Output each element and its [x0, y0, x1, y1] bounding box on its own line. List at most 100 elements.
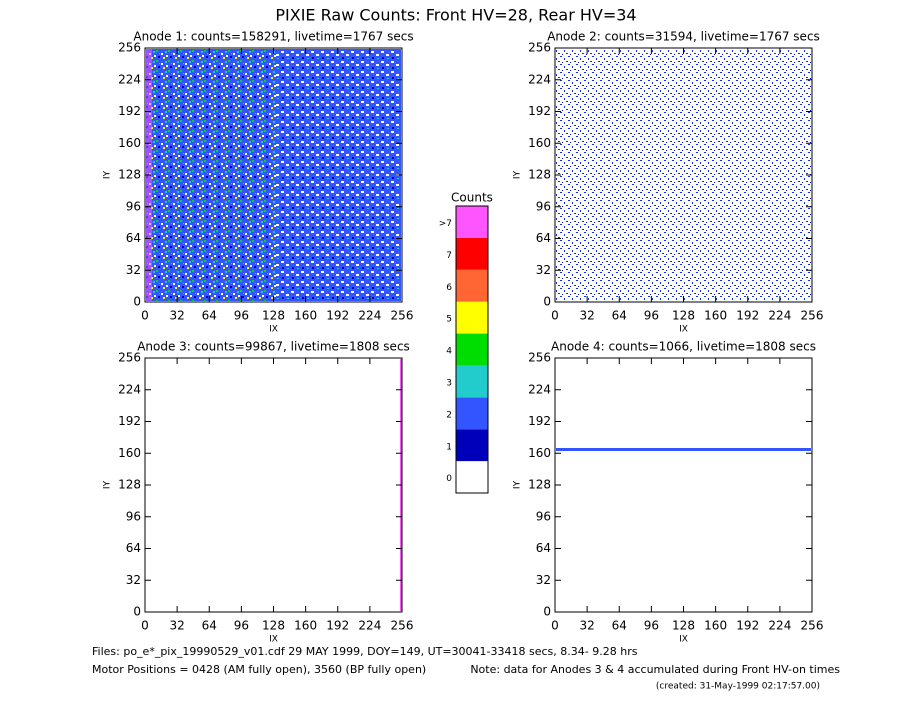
y-tick-label: 96 — [536, 199, 551, 213]
x-tick-label: 192 — [736, 309, 759, 323]
y-axis-label: IY — [103, 480, 113, 489]
x-tick-label: 32 — [579, 619, 594, 633]
colorbar-swatch — [456, 301, 488, 334]
y-tick-label: 192 — [118, 104, 141, 118]
x-tick-label: 192 — [326, 619, 349, 633]
x-axis-label: IX — [269, 635, 278, 645]
x-tick-label: 128 — [262, 309, 285, 323]
footer-note: Note: data for Anodes 3 & 4 accumulated … — [470, 663, 840, 676]
x-tick-label: 128 — [672, 309, 695, 323]
y-tick-label: 256 — [118, 41, 141, 55]
y-tick-label: 160 — [118, 446, 141, 460]
footer-created: (created: 31-May-1999 02:17:57.00) — [656, 682, 820, 692]
colorbar-label: 2 — [446, 410, 452, 420]
y-tick-label: 128 — [118, 168, 141, 182]
heatmap-texture — [146, 49, 276, 301]
y-tick-label: 32 — [536, 263, 551, 277]
y-tick-label: 128 — [118, 478, 141, 492]
colorbar-label: 7 — [446, 251, 452, 261]
x-tick-label: 96 — [644, 619, 659, 633]
plot-frame — [554, 357, 813, 613]
y-tick-label: 64 — [126, 541, 141, 555]
x-tick-label: 192 — [736, 619, 759, 633]
y-tick-label: 192 — [528, 104, 551, 118]
heatmap-texture — [556, 49, 811, 301]
y-tick-label: 32 — [536, 573, 551, 587]
y-tick-label: 32 — [126, 263, 141, 277]
colorbar-swatch — [456, 397, 488, 430]
y-axis-label: IY — [103, 170, 113, 179]
x-tick-label: 96 — [234, 619, 249, 633]
x-tick-label: 224 — [358, 619, 381, 633]
y-axis-label: IY — [513, 170, 523, 179]
x-tick-label: 64 — [612, 619, 627, 633]
colorbar-label: 1 — [446, 442, 452, 452]
footer-files: Files: po_e*_pix_19990529_v01.cdf 29 MAY… — [92, 645, 638, 658]
y-tick-label: 224 — [118, 72, 141, 86]
x-tick-label: 32 — [169, 309, 184, 323]
x-axis-label: IX — [269, 325, 278, 335]
y-tick-label: 256 — [528, 351, 551, 365]
y-tick-label: 0 — [133, 605, 141, 619]
y-tick-label: 160 — [528, 136, 551, 150]
x-tick-label: 64 — [202, 619, 217, 633]
x-tick-label: 32 — [579, 309, 594, 323]
y-tick-label: 64 — [536, 541, 551, 555]
x-tick-label: 160 — [294, 619, 317, 633]
y-tick-label: 224 — [118, 382, 141, 396]
colorbar-label: 4 — [446, 347, 452, 357]
y-tick-label: 32 — [126, 573, 141, 587]
x-tick-label: 32 — [169, 619, 184, 633]
x-tick-label: 256 — [391, 619, 414, 633]
y-tick-label: 224 — [528, 72, 551, 86]
x-tick-label: 256 — [391, 309, 414, 323]
heatmap-texture — [276, 49, 401, 301]
colorbar-label: 3 — [446, 378, 452, 388]
colorbar-frame — [455, 205, 489, 494]
colorbar-swatch — [456, 333, 488, 366]
colorbar-swatch — [456, 206, 488, 238]
x-tick-label: 128 — [672, 619, 695, 633]
x-tick-label: 96 — [234, 309, 249, 323]
colorbar-swatch — [456, 269, 488, 302]
y-axis-label: IY — [513, 480, 523, 489]
colorbar-swatch — [456, 237, 488, 270]
x-tick-label: 0 — [141, 619, 149, 633]
y-tick-label: 0 — [543, 295, 551, 309]
x-tick-label: 96 — [644, 309, 659, 323]
x-tick-label: 128 — [262, 619, 285, 633]
x-tick-label: 192 — [326, 309, 349, 323]
x-tick-label: 64 — [202, 309, 217, 323]
figure-title: PIXIE Raw Counts: Front HV=28, Rear HV=3… — [275, 6, 636, 25]
panel-title: Anode 1: counts=158291, livetime=1767 se… — [133, 30, 413, 44]
y-tick-label: 96 — [536, 509, 551, 523]
footer-motor: Motor Positions = 0428 (AM fully open), … — [92, 663, 426, 676]
y-tick-label: 64 — [536, 231, 551, 245]
y-tick-label: 256 — [528, 41, 551, 55]
colorbar-swatch — [456, 429, 488, 462]
y-tick-label: 0 — [133, 295, 141, 309]
x-axis-label: IX — [679, 325, 688, 335]
y-tick-label: 192 — [118, 414, 141, 428]
x-tick-label: 160 — [294, 309, 317, 323]
colorbar-title: Counts — [451, 191, 493, 205]
colorbar-swatch — [456, 461, 488, 493]
x-tick-label: 160 — [704, 619, 727, 633]
colorbar-swatch — [456, 365, 488, 398]
y-tick-label: 96 — [126, 199, 141, 213]
y-tick-label: 64 — [126, 231, 141, 245]
plot-frame — [144, 357, 403, 613]
panel-title: Anode 4: counts=1066, livetime=1808 secs — [551, 340, 816, 354]
y-tick-label: 160 — [118, 136, 141, 150]
y-tick-label: 256 — [118, 351, 141, 365]
colorbar-label: 6 — [446, 283, 452, 293]
x-tick-label: 224 — [358, 309, 381, 323]
panel-title: Anode 3: counts=99867, livetime=1808 sec… — [137, 340, 410, 354]
x-tick-label: 64 — [612, 309, 627, 323]
y-tick-label: 128 — [528, 478, 551, 492]
x-tick-label: 256 — [801, 619, 824, 633]
x-tick-label: 224 — [768, 309, 791, 323]
colorbar-label: 0 — [446, 474, 452, 484]
